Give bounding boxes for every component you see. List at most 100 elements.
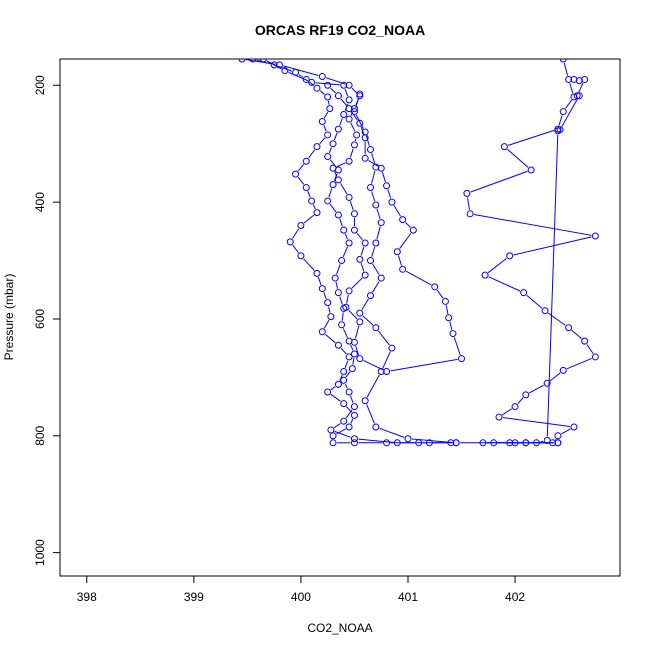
- data-point: [356, 355, 364, 363]
- series-4-segment: [561, 428, 571, 435]
- series-3-segment: [366, 374, 380, 398]
- data-point: [409, 226, 417, 234]
- series-3-segment: [376, 208, 381, 219]
- data-point: [345, 353, 353, 361]
- data-point: [318, 285, 326, 293]
- data-point: [350, 439, 358, 447]
- series-2-segment: [245, 59, 276, 65]
- data-point: [543, 379, 551, 387]
- data-point: [324, 81, 332, 89]
- series-2-segment: [325, 77, 346, 85]
- data-point: [353, 131, 361, 139]
- data-point: [313, 84, 321, 92]
- series-3-segment: [377, 330, 390, 346]
- data-point: [367, 146, 375, 154]
- data-point: [350, 403, 358, 411]
- series-0-segment: [317, 277, 322, 285]
- data-point: [541, 307, 549, 315]
- series-1-segment: [341, 312, 344, 321]
- series-2-segment: [350, 122, 356, 132]
- data-point: [334, 380, 342, 388]
- data-point: [445, 314, 453, 322]
- data-point: [449, 330, 457, 338]
- data-point: [338, 321, 346, 329]
- series-1-segment: [350, 395, 354, 404]
- series-4-segment: [529, 384, 544, 394]
- data-point: [350, 350, 358, 358]
- series-0-segment: [340, 347, 347, 355]
- data-point: [522, 391, 530, 399]
- x-axis: 398 399 400 401 402: [77, 576, 525, 604]
- series-0-segment: [307, 191, 311, 198]
- series-0-segment: [291, 228, 300, 239]
- data-point: [511, 439, 519, 447]
- series-1-segment: [350, 344, 354, 351]
- data-point: [318, 73, 326, 81]
- data-point: [565, 75, 573, 83]
- data-point: [302, 157, 310, 165]
- series-2-segment: [355, 345, 360, 356]
- data-point: [356, 318, 364, 326]
- data-point: [393, 439, 401, 447]
- data-point: [377, 219, 385, 227]
- series-2-segment: [348, 309, 358, 320]
- series-2-segment: [336, 162, 346, 168]
- data-point: [249, 59, 257, 63]
- series-0-segment: [344, 360, 349, 368]
- data-point: [377, 368, 385, 376]
- series-2-segment: [351, 277, 363, 289]
- data-point: [559, 59, 567, 63]
- data-point: [377, 274, 385, 282]
- data-point: [326, 105, 334, 113]
- series-2-segment: [354, 325, 360, 339]
- data-point: [327, 313, 335, 321]
- data-point: [356, 255, 364, 263]
- chart-title: ORCAS RF19 CO2_NOAA: [255, 22, 425, 38]
- series-2-segment: [405, 270, 432, 286]
- data-point: [345, 193, 353, 201]
- series-2-segment: [349, 201, 354, 211]
- data-point: [388, 344, 396, 352]
- series-1-segment: [339, 218, 343, 227]
- data-point: [334, 176, 342, 184]
- data-point: [276, 61, 284, 69]
- data-point: [361, 154, 369, 162]
- data-point: [324, 388, 332, 396]
- series-5-segment: [546, 134, 559, 437]
- series-2-segment: [381, 171, 386, 183]
- data-point: [356, 119, 364, 127]
- data-point: [313, 269, 321, 277]
- data-point: [500, 143, 508, 151]
- series-4-segment: [467, 197, 470, 210]
- series-3-segment: [371, 246, 376, 257]
- series-1-segment: [339, 296, 343, 305]
- data-point: [581, 337, 589, 345]
- data-point: [393, 248, 401, 256]
- data-point: [324, 299, 332, 307]
- data-point: [404, 435, 412, 443]
- series-1-segment: [315, 82, 340, 86]
- data-point: [532, 439, 540, 447]
- x-tick-label: 398: [77, 590, 97, 604]
- series-2-segment: [405, 222, 411, 228]
- data-point: [281, 67, 289, 75]
- series-4-segment: [566, 358, 592, 370]
- data-point: [372, 163, 380, 171]
- data-point: [425, 439, 433, 447]
- data-point: [327, 426, 335, 434]
- data-point: [345, 388, 353, 396]
- series-4-segment: [565, 99, 572, 109]
- data-point: [356, 309, 364, 317]
- y-tick-label: 400: [33, 192, 47, 212]
- data-point: [297, 252, 305, 260]
- series-2-segment: [449, 321, 453, 330]
- data-point: [334, 289, 342, 297]
- series-1-segment: [339, 118, 343, 126]
- series-2-segment: [330, 87, 336, 94]
- data-point: [345, 157, 353, 165]
- series-2-segment: [360, 263, 365, 272]
- data-point: [329, 164, 337, 172]
- series-1-segment: [329, 203, 337, 213]
- series-1-segment: [336, 264, 341, 275]
- data-point: [554, 439, 562, 447]
